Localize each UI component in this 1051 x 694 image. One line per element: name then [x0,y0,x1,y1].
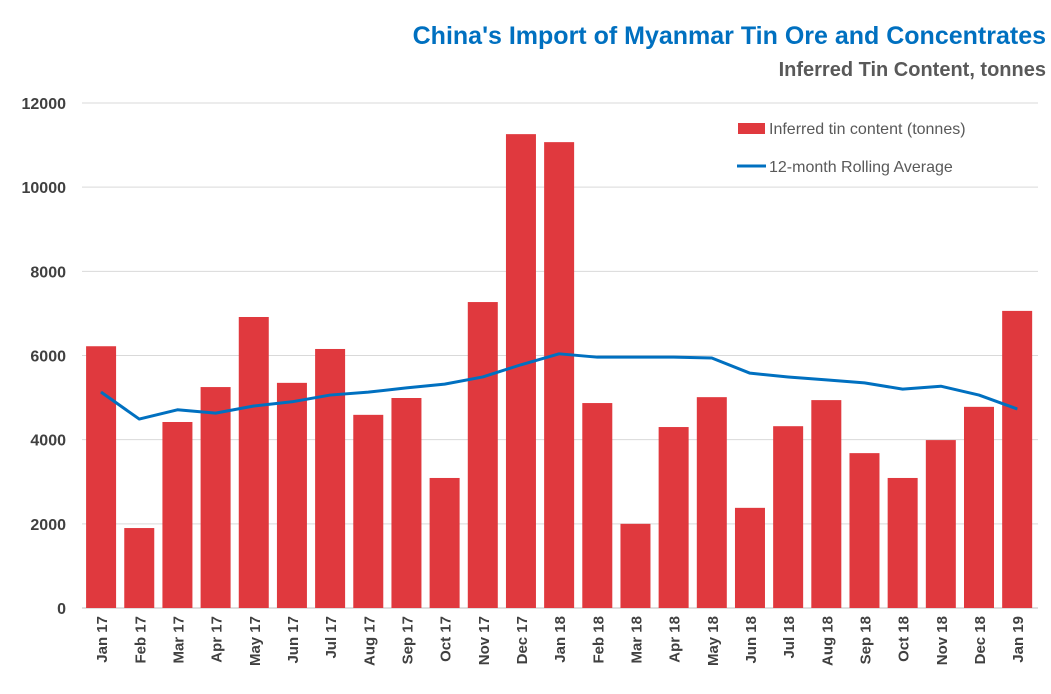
legend: Inferred tin content (tonnes) 12-month R… [737,121,966,176]
bar-dec-17 [505,134,536,608]
bar-aug-18 [811,400,842,608]
x-tick-label: Jun 18 [743,616,760,664]
legend-swatch-bar [738,123,765,134]
line-point [176,409,178,411]
bar-jul-17 [315,348,346,608]
line-point [825,379,827,381]
y-tick-label: 6000 [30,349,66,366]
x-tick-label: Mar 17 [170,616,187,664]
x-tick-label: Oct 17 [438,616,455,662]
bar-apr-17 [200,387,231,608]
line-point [405,387,407,389]
x-axis: Jan 17 Feb 17 Mar 17 Apr 17 May 17 Jun 17 Jul … [94,616,1027,666]
x-tick-label: Mar 18 [628,616,645,664]
bar-nov-17 [467,302,498,608]
line-series [100,352,1018,421]
bar-sep-18 [849,453,880,608]
line-point [329,394,331,396]
line-point [482,376,484,378]
line-point [558,353,560,355]
x-tick-label: Aug 18 [819,616,836,666]
bar-oct-18 [887,477,918,608]
bar-jun-17 [276,382,307,608]
x-tick-label: Nov 17 [476,616,493,665]
y-tick-label: 4000 [30,433,66,450]
line-point [902,388,904,390]
x-tick-label: Aug 17 [361,616,378,666]
bar-jun-18 [734,507,765,608]
y-tick-label: 0 [57,601,66,618]
y-tick-label: 8000 [30,264,66,281]
x-tick-label: Sep 17 [399,616,416,664]
bar-sep-17 [391,398,422,608]
line-point [940,385,942,387]
legend-label-line: 12-month Rolling Average [769,159,953,176]
x-tick-label: Oct 18 [896,616,913,662]
line-point [978,394,980,396]
bar-dec-18 [963,406,994,608]
x-tick-label: Jan 19 [1010,616,1027,663]
x-tick-label: Jan 17 [94,616,111,663]
line-point [215,412,217,414]
x-tick-label: May 17 [247,616,264,666]
x-tick-label: Dec 17 [514,616,531,664]
line-point [253,405,255,407]
bar-aug-17 [353,414,384,608]
x-tick-label: Feb 18 [590,616,607,664]
bar-nov-18 [925,440,956,608]
x-tick-label: Feb 17 [132,616,149,664]
x-tick-label: Jul 18 [781,616,798,659]
line-point [520,364,522,366]
chart-title: China's Import of Myanmar Tin Ore and Co… [413,22,1046,50]
x-tick-label: May 18 [705,616,722,666]
chart-subtitle: Inferred Tin Content, tonnes [779,59,1046,81]
bar-oct-17 [429,477,460,608]
y-axis: 0 2000 4000 6000 8000 10000 12000 [22,96,67,618]
legend-label-bar: Inferred tin content (tonnes) [769,121,966,138]
bar-mar-17 [162,421,193,608]
y-tick-label: 2000 [30,517,66,534]
bar-jan-17 [86,346,117,608]
bar-jan-19 [1002,310,1033,608]
bar-feb-18 [582,403,613,608]
x-tick-label: Apr 17 [209,616,226,663]
x-tick-label: Nov 18 [934,616,951,665]
bar-apr-18 [658,427,689,608]
line-point [711,357,713,359]
line-point [100,391,102,393]
bar-may-18 [696,397,727,608]
line-point [291,401,293,403]
line-point [1016,408,1018,410]
bar-mar-18 [620,523,651,608]
bar-jul-18 [773,426,804,608]
x-tick-label: Dec 18 [972,616,989,664]
x-tick-label: Jul 17 [323,616,340,659]
line-point [634,356,636,358]
bar-jan-18 [544,142,575,608]
bar-feb-17 [124,528,155,608]
line-point [673,356,675,358]
x-tick-label: Apr 18 [667,616,684,663]
y-tick-label: 10000 [22,180,67,197]
x-tick-label: Jun 17 [285,616,302,664]
line-point [749,372,751,374]
line-point [444,383,446,385]
line-point [367,391,369,393]
line-point [596,356,598,358]
y-tick-label: 12000 [22,96,67,113]
line-point [787,376,789,378]
bar-series [86,134,1033,608]
line-point [138,418,140,420]
line-point [863,382,865,384]
bar-may-17 [238,316,269,608]
x-tick-label: Jan 18 [552,616,569,663]
x-tick-label: Sep 18 [857,616,874,664]
